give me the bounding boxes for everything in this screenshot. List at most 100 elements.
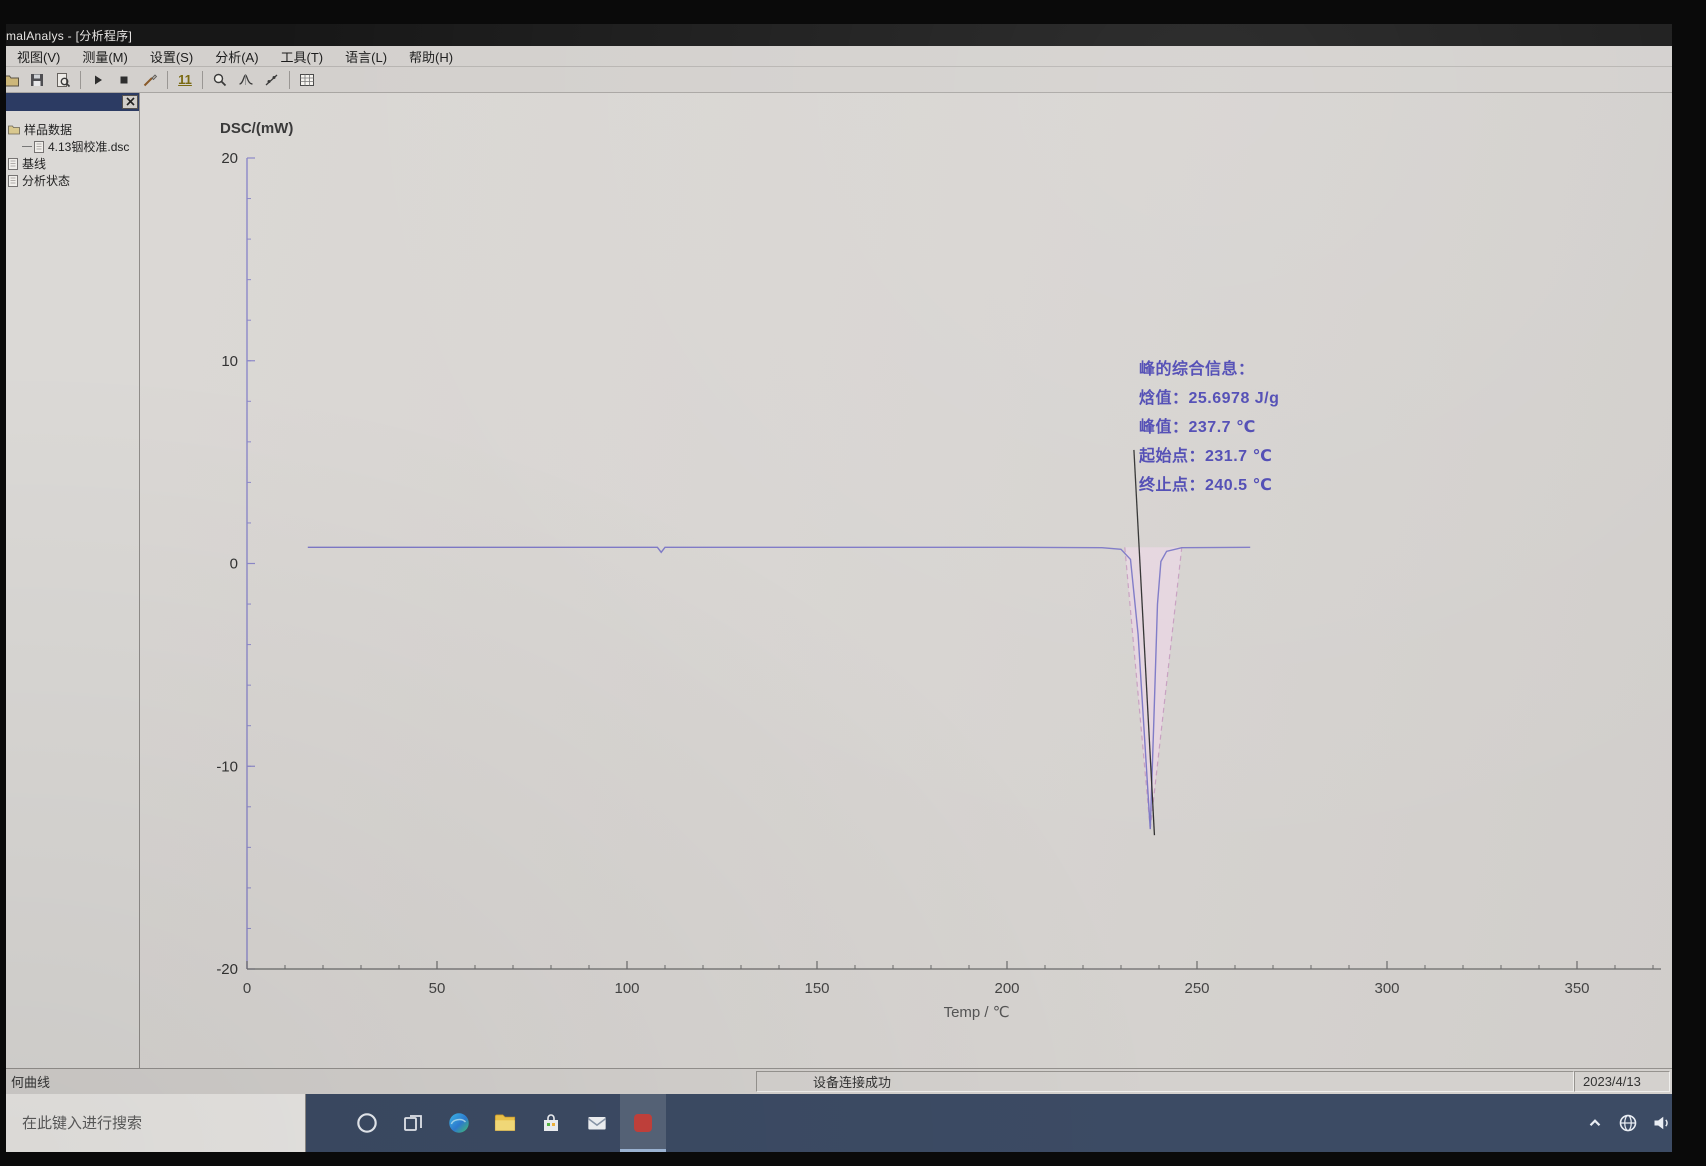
toolbar-separator bbox=[202, 70, 203, 89]
toolbar-save-button[interactable] bbox=[25, 69, 49, 91]
y-tick-label: -20 bbox=[216, 961, 238, 978]
brush-icon bbox=[142, 72, 158, 88]
sample-tree: 样品数据 4.13铟校准.dsc 基线分析状态 bbox=[6, 111, 139, 189]
save-icon bbox=[29, 72, 45, 88]
peak-fill bbox=[1124, 547, 1182, 830]
status-connection-text: 设备连接成功 bbox=[756, 1071, 1574, 1092]
main-area: 样品数据 4.13铟校准.dsc 基线 分析状态 20 10 0 -10 -20 0 50 100 1… bbox=[6, 93, 1672, 1068]
taskbar-icon-edge[interactable] bbox=[436, 1094, 482, 1152]
tray-chevron-up-icon[interactable] bbox=[1586, 1114, 1604, 1132]
menu-item-tools[interactable]: 工具(T) bbox=[280, 49, 324, 65]
doc-icon bbox=[8, 174, 18, 187]
x-tick-label: 300 bbox=[1374, 980, 1399, 997]
taskbar-search-box[interactable] bbox=[6, 1094, 306, 1152]
x-axis-title: Temp / ℃ bbox=[944, 1004, 1010, 1021]
cortana-icon bbox=[354, 1110, 380, 1136]
tray-volume-icon[interactable] bbox=[1652, 1113, 1672, 1133]
toolbar-brush-button[interactable] bbox=[138, 69, 162, 91]
doc-icon bbox=[34, 140, 44, 153]
title-bar: malAnalys - [分析程序] bbox=[6, 24, 1672, 46]
menu-item-measure[interactable]: 测量(M) bbox=[82, 49, 128, 65]
toolbar-separator bbox=[167, 70, 168, 89]
y-tick-label: 10 bbox=[221, 353, 238, 370]
toolbar-separator bbox=[80, 70, 81, 89]
toolbar-stop-run-button[interactable] bbox=[112, 69, 136, 91]
panel-close-button[interactable] bbox=[122, 95, 138, 109]
tree-item-label: 样品数据 bbox=[24, 123, 73, 137]
open-icon bbox=[6, 72, 20, 88]
tree-item-calibration-file[interactable]: 4.13铟校准.dsc bbox=[8, 138, 139, 155]
taskbar-icon-task-view[interactable] bbox=[390, 1094, 436, 1152]
toolbar-separator bbox=[289, 70, 290, 89]
dsc-curve bbox=[307, 546, 1251, 830]
chart-area: 20 10 0 -10 -20 0 50 100 150 200 250 300 350 DSC/(mW)… bbox=[140, 93, 1672, 1068]
menu-item-help[interactable]: 帮助(H) bbox=[409, 49, 454, 65]
y-tick-label: 20 bbox=[221, 150, 238, 167]
sidebar-panel: 样品数据 4.13铟校准.dsc 基线分析状态 bbox=[6, 93, 140, 1068]
tree-connector bbox=[22, 146, 32, 147]
y-tick-label: -10 bbox=[216, 758, 238, 775]
folder-icon bbox=[8, 124, 20, 135]
peak-analysis-icon bbox=[238, 72, 254, 88]
y-axis-title: DSC/(mW) bbox=[220, 120, 293, 137]
tray-network-globe-icon[interactable] bbox=[1618, 1113, 1638, 1133]
taskbar-icon-dsc-app[interactable] bbox=[620, 1094, 666, 1152]
status-bar: 何曲线 设备连接成功 2023/4/13 bbox=[6, 1068, 1672, 1094]
menu-item-view[interactable]: 视图(V) bbox=[17, 49, 61, 65]
menu-item-settings[interactable]: 设置(S) bbox=[149, 49, 194, 65]
x-tick-label: 100 bbox=[614, 980, 639, 997]
peak-marker-line bbox=[1133, 449, 1156, 836]
print-preview-icon bbox=[55, 72, 71, 88]
toolbar: 11 bbox=[6, 67, 1672, 93]
zoom-icon bbox=[212, 72, 228, 88]
close-icon bbox=[125, 93, 135, 111]
stop-run-icon bbox=[116, 72, 132, 88]
toolbar-print-preview-button[interactable] bbox=[51, 69, 75, 91]
edge-icon bbox=[446, 1110, 472, 1136]
tree-item-sample-data[interactable]: 样品数据 bbox=[8, 121, 139, 138]
y-tick-label: 0 bbox=[230, 556, 238, 573]
file-explorer-icon bbox=[492, 1110, 518, 1136]
status-left-text: 何曲线 bbox=[11, 1075, 51, 1090]
screen: malAnalys - [分析程序] 视图(V) 测量(M) 设置(S) 分析(A) 工… bbox=[6, 24, 1672, 1152]
report-grid-icon bbox=[299, 72, 315, 88]
tangent-tool-icon bbox=[264, 72, 280, 88]
task-view-icon bbox=[401, 1111, 425, 1135]
x-tick-label: 250 bbox=[1184, 980, 1209, 997]
start-run-icon bbox=[90, 72, 106, 88]
menu-item-language[interactable]: 语言(L) bbox=[345, 49, 388, 65]
search-input[interactable] bbox=[6, 1114, 305, 1132]
toolbar-tangent-tool-button[interactable] bbox=[260, 69, 284, 91]
toolbar-report-grid-button[interactable] bbox=[295, 69, 319, 91]
x-tick-label: 50 bbox=[429, 980, 446, 997]
toolbar-zoom-button[interactable] bbox=[208, 69, 232, 91]
taskbar-icon-store[interactable] bbox=[528, 1094, 574, 1152]
toolbar-open-button[interactable] bbox=[6, 69, 23, 91]
tree-item-analysis-status[interactable]: 分析状态 bbox=[8, 172, 139, 189]
taskbar-app-icons bbox=[344, 1094, 666, 1152]
toolbar-start-run-button[interactable] bbox=[86, 69, 110, 91]
menu-bar: 视图(V) 测量(M) 设置(S) 分析(A) 工具(T) 语言(L) 帮助(H) bbox=[6, 46, 1672, 67]
taskbar-icon-mail[interactable] bbox=[574, 1094, 620, 1152]
x-tick-label: 150 bbox=[804, 980, 829, 997]
system-tray bbox=[1586, 1094, 1672, 1152]
tree-item-label: 4.13铟校准.dsc bbox=[48, 140, 130, 154]
menu-item-analysis[interactable]: 分析(A) bbox=[215, 49, 259, 65]
tree-item-label: 分析状态 bbox=[22, 174, 71, 188]
toolbar-peak-analysis-button[interactable] bbox=[234, 69, 258, 91]
toolbar-font-size-11-button[interactable]: 11 bbox=[173, 69, 197, 91]
mail-icon bbox=[584, 1110, 610, 1136]
tree-item-label: 基线 bbox=[22, 157, 47, 171]
taskbar-icon-file-explorer[interactable] bbox=[482, 1094, 528, 1152]
taskbar-icon-cortana[interactable] bbox=[344, 1094, 390, 1152]
x-tick-label: 350 bbox=[1564, 980, 1589, 997]
window-title: malAnalys - [分析程序] bbox=[6, 28, 133, 43]
taskbar bbox=[6, 1094, 1672, 1152]
store-icon bbox=[539, 1111, 563, 1135]
tree-item-baseline[interactable]: 基线 bbox=[8, 155, 139, 172]
x-tick-label: 0 bbox=[243, 980, 251, 997]
status-date-text: 2023/4/13 bbox=[1574, 1071, 1670, 1092]
font-size-badge: 11 bbox=[178, 72, 192, 87]
